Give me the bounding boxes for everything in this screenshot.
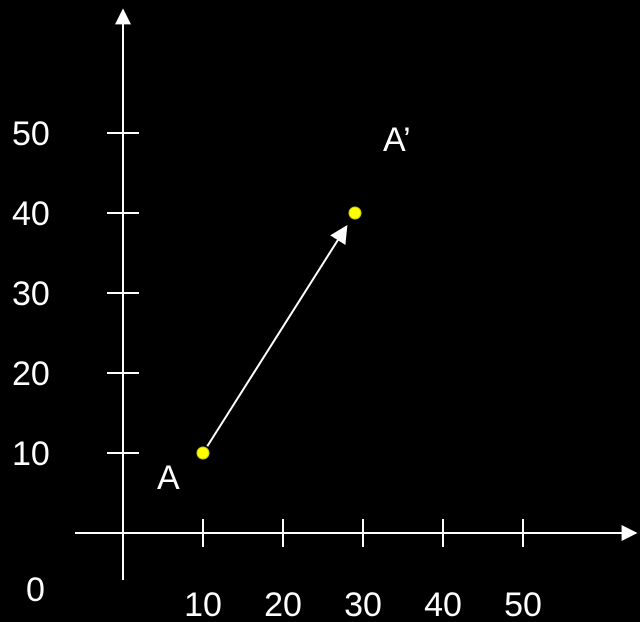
points-layer: A A’ — [157, 121, 411, 497]
y-tick-label: 10 — [12, 435, 50, 473]
point-label-A: A — [157, 459, 180, 497]
x-tick-label: 50 — [504, 586, 542, 622]
point-A — [196, 446, 210, 460]
point-label-A-prime: A’ — [383, 121, 411, 159]
x-axis-ticks: 10 20 30 40 50 — [184, 519, 542, 622]
y-tick-label: 40 — [12, 195, 50, 233]
x-tick-label: 40 — [424, 586, 462, 622]
x-tick-label: 10 — [184, 586, 222, 622]
y-tick-label: 20 — [12, 355, 50, 393]
y-tick-label: 50 — [12, 115, 50, 153]
y-axis-ticks: 10 20 30 40 50 — [12, 115, 139, 473]
y-tick-label: 30 — [12, 275, 50, 313]
x-tick-label: 30 — [344, 586, 382, 622]
x-tick-label: 20 — [264, 586, 302, 622]
translation-vector-arrow — [206, 224, 348, 447]
point-A-prime — [348, 206, 362, 220]
origin-label: 0 — [26, 571, 45, 609]
